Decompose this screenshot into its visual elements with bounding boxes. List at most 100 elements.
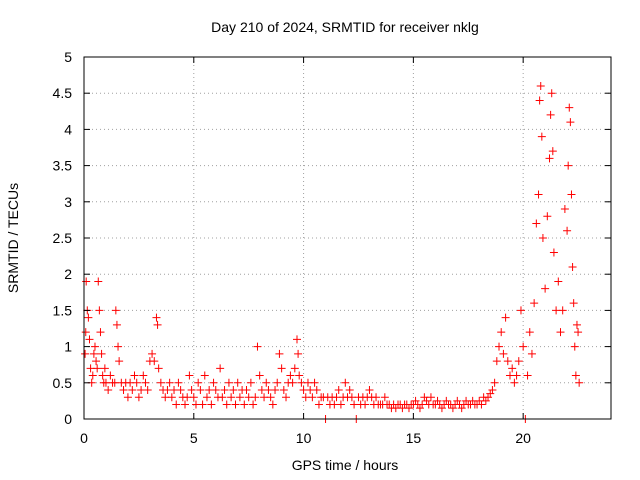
data-point	[89, 349, 98, 358]
data-point	[411, 396, 420, 405]
data-point	[95, 306, 104, 315]
data-point	[312, 386, 321, 395]
data-point	[222, 400, 231, 409]
data-point	[566, 118, 575, 127]
data-point	[119, 386, 128, 395]
data-point	[565, 103, 574, 112]
y-tick-label: 1	[64, 339, 72, 355]
data-point	[154, 364, 163, 373]
data-point	[156, 378, 165, 387]
data-point	[189, 393, 198, 402]
data-point	[81, 349, 90, 358]
data-point	[433, 396, 442, 405]
data-point	[88, 371, 97, 380]
data-point	[255, 371, 264, 380]
data-point	[268, 400, 277, 409]
y-tick-label: 3.5	[53, 158, 73, 174]
grid-lines	[84, 57, 611, 419]
data-point	[503, 357, 512, 366]
data-point	[273, 378, 282, 387]
data-point	[288, 378, 297, 387]
data-point	[227, 393, 236, 402]
data-point	[538, 234, 547, 242]
y-tick-label: 1.5	[53, 302, 73, 318]
data-point	[209, 378, 218, 387]
data-point	[530, 299, 539, 308]
data-point	[81, 328, 90, 337]
data-point	[568, 262, 577, 271]
data-point	[560, 205, 569, 214]
data-point	[253, 342, 262, 351]
data-point	[123, 393, 132, 402]
data-point	[534, 190, 543, 199]
data-point	[246, 378, 255, 387]
data-point	[380, 393, 389, 402]
y-tick-labels: 0 0.5 1 1.5 2 2.5 3 3.5 4 4.5 5	[53, 49, 73, 427]
data-point	[404, 404, 413, 413]
data-point	[85, 335, 94, 344]
data-point	[82, 277, 91, 286]
data-point	[114, 342, 123, 351]
y-tick-label: 0.5	[53, 375, 73, 391]
data-point	[153, 320, 162, 329]
data-point	[488, 386, 497, 395]
data-point	[571, 371, 580, 380]
data-point	[548, 147, 557, 156]
data-point	[415, 404, 424, 413]
data-point	[242, 386, 251, 395]
data-point	[453, 396, 462, 405]
data-point	[527, 349, 536, 358]
data-point	[484, 393, 493, 402]
data-point	[115, 357, 124, 366]
data-point	[111, 306, 120, 315]
data-point	[262, 378, 271, 387]
x-axis-label: GPS time / hours	[292, 457, 399, 473]
data-point	[481, 396, 490, 405]
data-point	[525, 328, 534, 337]
data-point	[233, 378, 242, 387]
data-point	[84, 313, 93, 322]
data-point	[294, 349, 303, 358]
data-point	[141, 378, 150, 387]
data-point	[558, 306, 567, 315]
data-point	[240, 400, 249, 409]
data-point	[574, 328, 583, 337]
data-point	[172, 400, 181, 409]
data-point	[549, 248, 558, 257]
data-point	[477, 400, 486, 409]
data-point	[523, 371, 532, 380]
data-point	[167, 393, 176, 402]
data-point	[100, 364, 109, 373]
data-points	[81, 81, 584, 423]
data-point	[235, 393, 244, 402]
data-point	[271, 386, 280, 395]
data-point	[229, 386, 238, 395]
y-tick-label: 2.5	[53, 230, 73, 246]
data-point	[537, 132, 546, 141]
data-point	[508, 364, 517, 373]
data-point	[165, 378, 174, 387]
y-tick-label: 2	[64, 266, 72, 282]
data-point	[514, 357, 523, 366]
data-point	[185, 371, 194, 380]
data-point	[90, 342, 99, 351]
data-point	[575, 378, 584, 387]
data-point	[286, 371, 295, 380]
data-point	[196, 386, 205, 395]
data-point	[334, 386, 343, 395]
y-tick-label: 3	[64, 194, 72, 210]
data-point	[282, 393, 291, 402]
data-point	[341, 378, 350, 387]
data-point	[564, 161, 573, 170]
data-point	[495, 342, 504, 351]
data-point	[275, 349, 284, 358]
data-point	[132, 378, 141, 387]
data-point	[570, 342, 579, 351]
data-point	[457, 404, 466, 413]
data-point	[93, 364, 102, 373]
data-point	[92, 357, 101, 366]
data-point	[231, 400, 240, 409]
data-point	[499, 349, 508, 358]
data-point	[541, 284, 550, 293]
